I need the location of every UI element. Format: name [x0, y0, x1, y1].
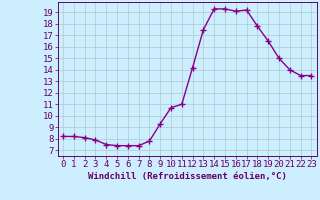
- X-axis label: Windchill (Refroidissement éolien,°C): Windchill (Refroidissement éolien,°C): [88, 172, 287, 181]
